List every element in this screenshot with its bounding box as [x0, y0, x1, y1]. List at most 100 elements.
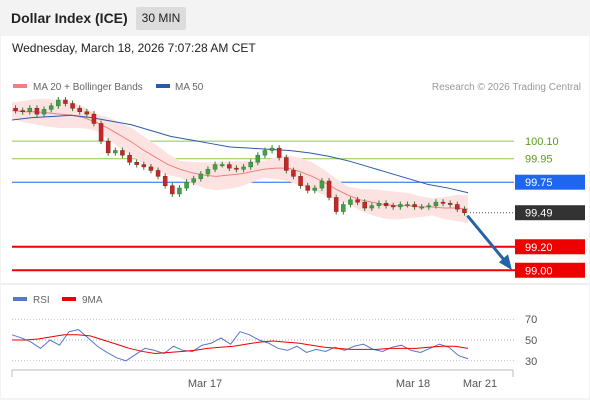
credit-text: Research © 2026 Trading Central	[432, 82, 581, 93]
candle-body	[20, 110, 25, 113]
candle-body	[219, 164, 225, 167]
candle-body	[77, 107, 82, 112]
legend-label-ma20: MA 20 + Bollinger Bands	[33, 82, 143, 93]
candle-body	[212, 164, 218, 170]
rsi-tick-label: 50	[525, 335, 537, 347]
bollinger-band	[12, 98, 468, 224]
candle-body	[326, 180, 332, 198]
legend-swatch-9ma	[62, 297, 76, 301]
candle-body	[412, 204, 417, 208]
candle-body	[291, 170, 296, 177]
candle-body	[426, 205, 432, 208]
level-label: 99.95	[525, 154, 553, 166]
candle-body	[398, 204, 403, 208]
candle-body	[284, 157, 289, 171]
candle-body	[433, 201, 439, 206]
candle-body	[84, 111, 90, 115]
candle-body	[447, 203, 453, 205]
legend-swatch-ma20	[13, 84, 27, 88]
candle-body	[184, 181, 189, 189]
candle-body	[48, 105, 54, 110]
rsi-tick-label: 70	[525, 314, 537, 326]
level-badge	[515, 174, 585, 190]
candle-body	[462, 208, 467, 213]
candle-body	[455, 204, 460, 210]
x-tick-label: Mar 18	[396, 378, 430, 390]
forecast-arrowhead	[499, 254, 512, 271]
candle-body	[134, 161, 139, 165]
candle-body	[262, 150, 268, 156]
candle-body	[56, 99, 61, 107]
candle-body	[105, 140, 111, 154]
candle-body	[148, 166, 154, 171]
candle-body	[127, 154, 132, 163]
level-label: 99.49	[525, 208, 553, 220]
candle-body	[333, 197, 339, 212]
candle-body	[198, 173, 204, 179]
level-badge	[515, 205, 585, 221]
legend-label-ma50: MA 50	[175, 82, 204, 93]
level-label: 99.20	[525, 242, 553, 254]
candle-body	[276, 147, 282, 158]
candle-body	[362, 201, 367, 209]
chart-panel	[1, 36, 589, 398]
legend-label-9ma: 9MA	[82, 295, 103, 306]
x-tick-label: Mar 21	[463, 378, 497, 390]
candle-body	[419, 206, 424, 209]
rsi-ma-line	[12, 334, 469, 355]
candle-body	[241, 166, 246, 170]
candle-body	[227, 164, 232, 169]
candle-body	[348, 199, 353, 205]
datetime-label: Wednesday, March 18, 2026 7:07:28 AM CET	[12, 41, 256, 55]
candle-body	[120, 150, 125, 156]
forecast-arrow	[466, 214, 508, 264]
rsi-line	[11, 329, 469, 362]
candle-body	[234, 167, 239, 170]
candle-body	[141, 164, 147, 168]
candle-body	[205, 169, 211, 175]
candle-body	[70, 103, 75, 109]
candle-body	[41, 109, 47, 115]
level-label: 100.10	[525, 136, 559, 148]
candle-body	[390, 205, 396, 208]
candle-body	[63, 99, 68, 104]
rsi-tick-label: 30	[525, 356, 537, 368]
candle-body	[191, 178, 196, 183]
candle-body	[369, 205, 375, 209]
candle-body	[269, 147, 275, 151]
level-badge	[515, 262, 585, 278]
candle-body	[13, 107, 18, 111]
level-label: 99.00	[525, 265, 553, 277]
candle-body	[177, 187, 182, 195]
candle-body	[155, 170, 161, 177]
candle-body	[98, 123, 104, 142]
header: Dollar Index (ICE) 30 MIN	[0, 0, 590, 36]
level-label: 99.75	[525, 177, 553, 189]
candle-body	[162, 176, 168, 186]
ma50-line	[11, 114, 469, 194]
chart-title: Dollar Index (ICE)	[11, 10, 128, 26]
candle-body	[319, 180, 325, 189]
timeframe-button[interactable]: 30 MIN	[136, 7, 186, 30]
legend-label-rsi: RSI	[33, 295, 50, 306]
price-layer: 100.10 99.95 99.75 99.49 99.20 99.00	[11, 97, 585, 278]
candle-body	[440, 201, 446, 204]
candle-body	[355, 199, 360, 203]
candle-body	[405, 204, 410, 206]
candle-body	[376, 203, 382, 206]
candle-body	[170, 185, 175, 195]
ma20-line	[11, 110, 469, 210]
candle-body	[91, 113, 97, 124]
candle-body	[34, 107, 40, 115]
legend-swatch-ma50	[156, 84, 170, 88]
candle-body	[113, 150, 118, 154]
level-badge	[515, 239, 585, 255]
candle-body	[383, 203, 389, 206]
candle-body	[27, 107, 33, 112]
candle-body	[341, 204, 346, 212]
candle-body	[298, 176, 303, 186]
legend-swatch-rsi	[13, 297, 27, 301]
candle-body	[305, 185, 310, 191]
